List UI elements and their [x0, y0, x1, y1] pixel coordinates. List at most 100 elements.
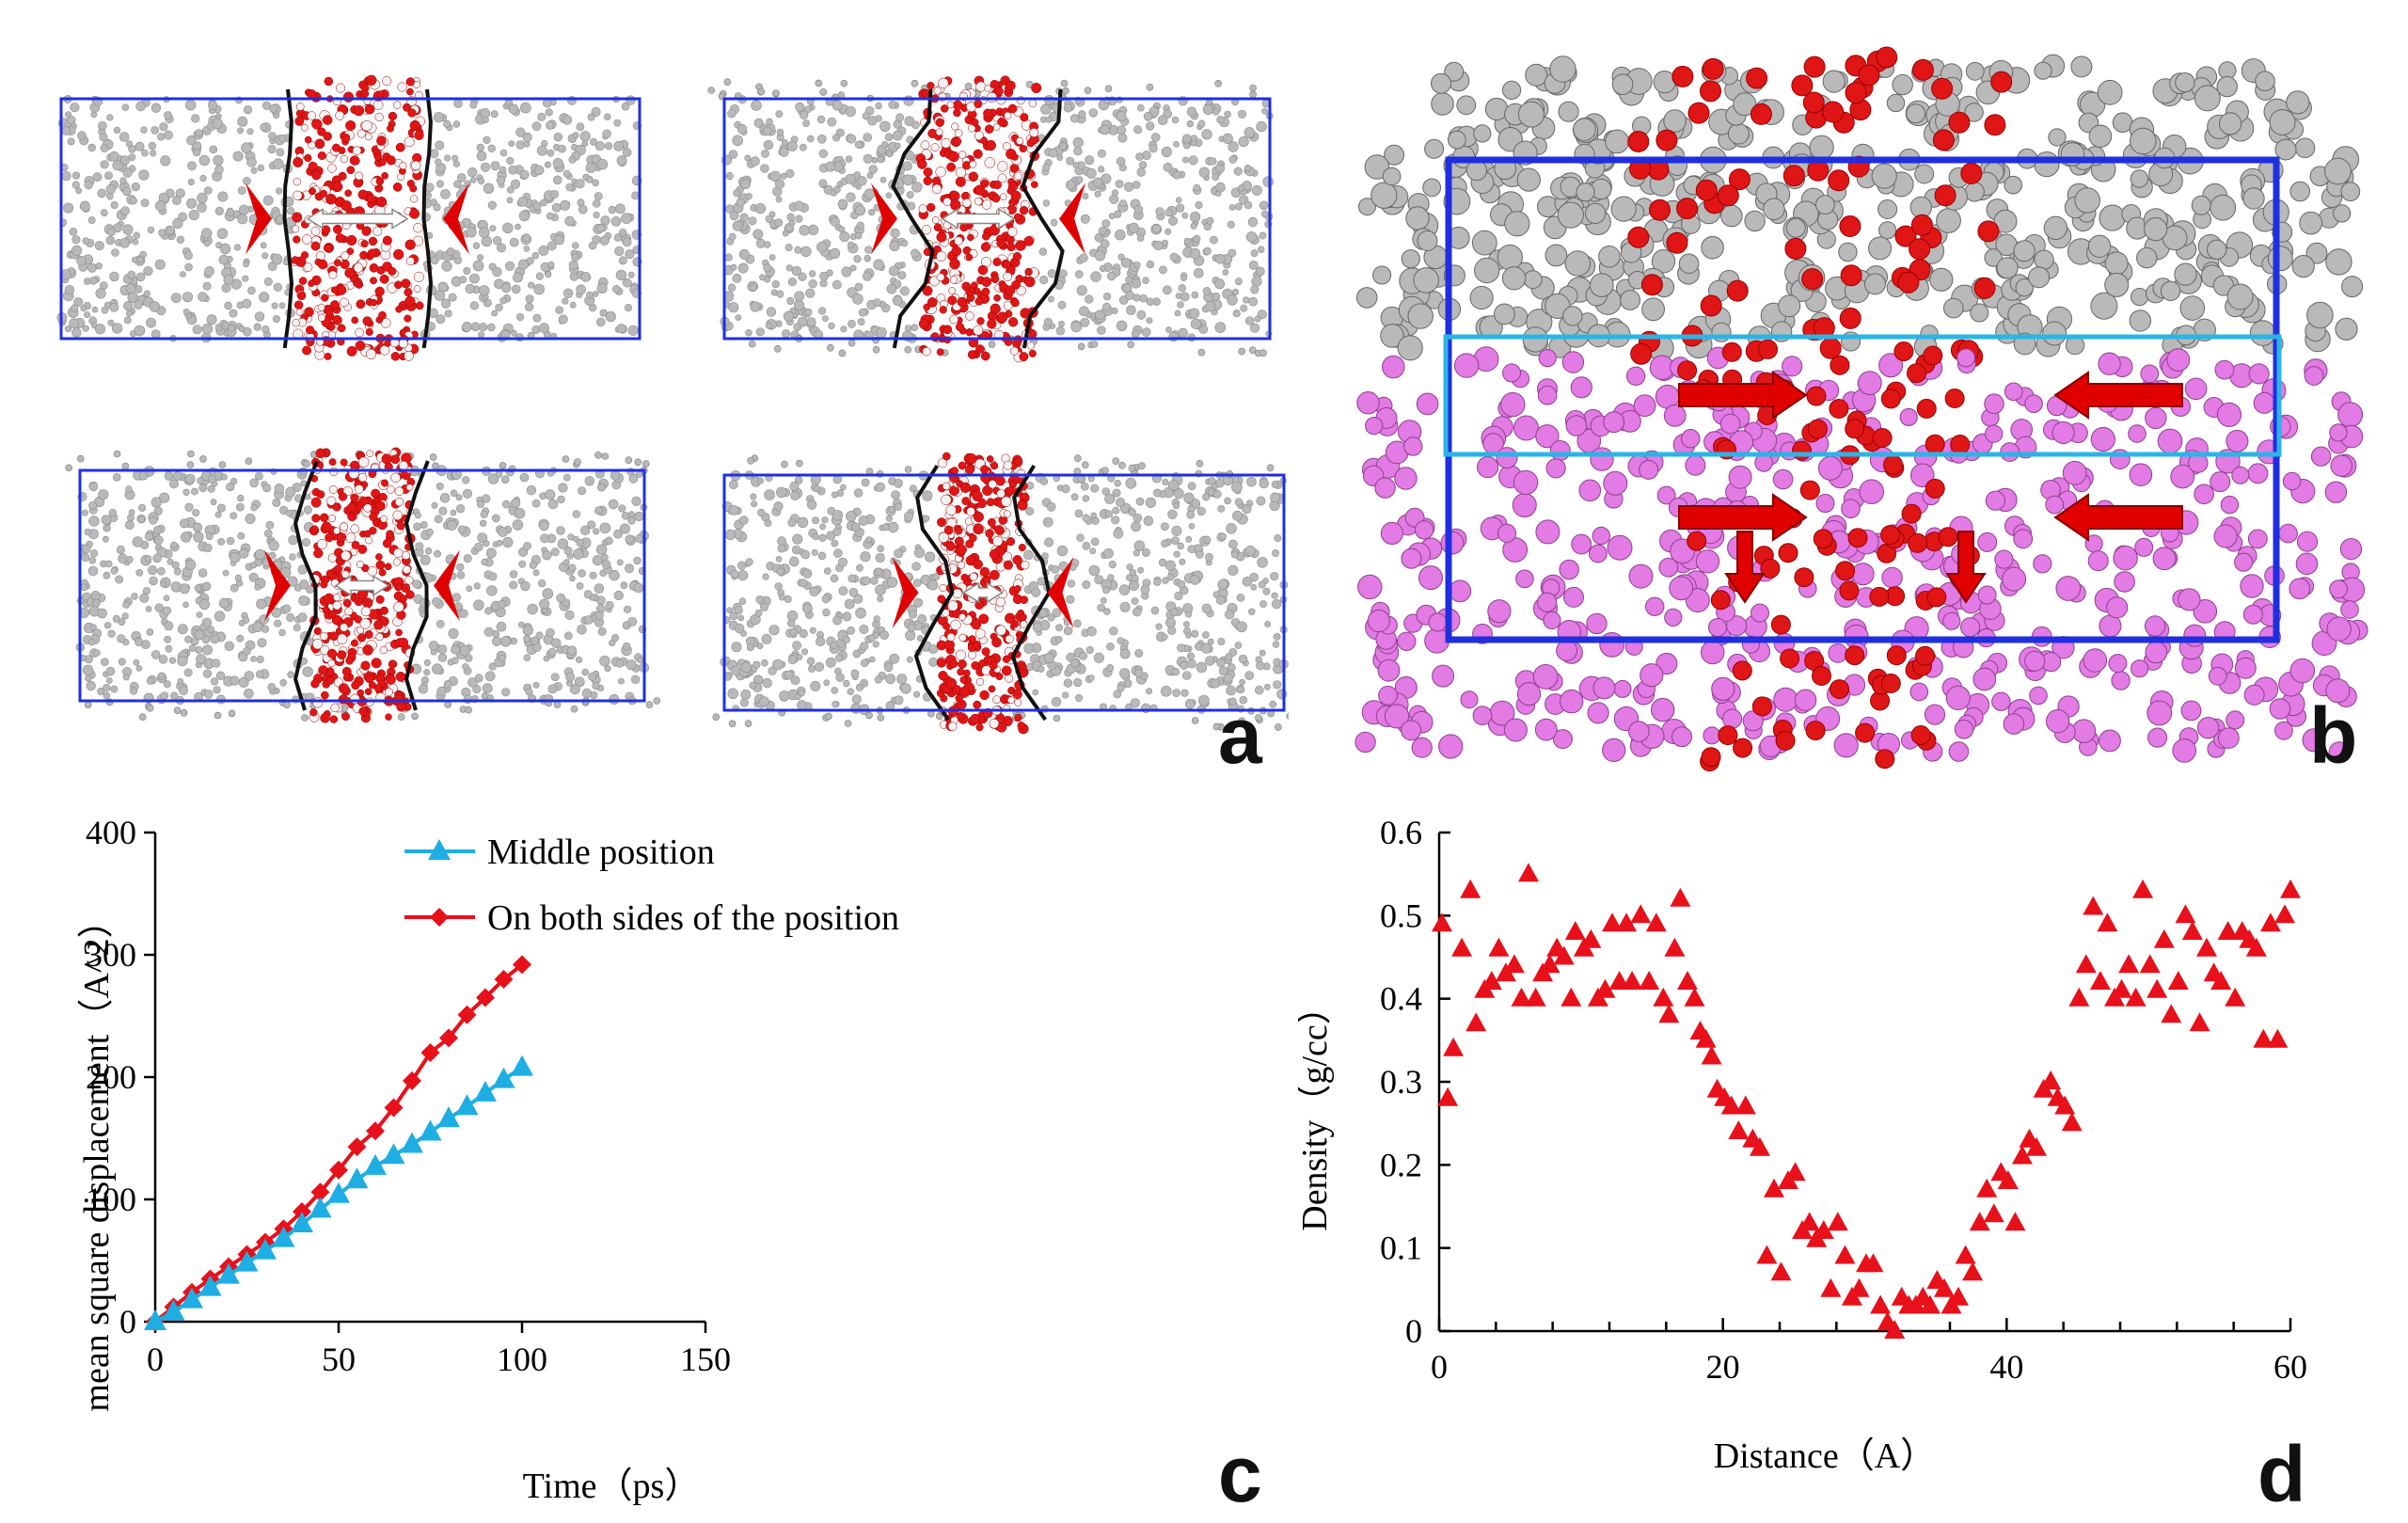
chevron-right-icon — [264, 549, 291, 622]
data-point — [1827, 1212, 1848, 1231]
data-point — [2004, 1212, 2026, 1231]
data-point — [437, 1106, 460, 1128]
data-point — [1503, 954, 1525, 974]
density-y-axis-label: Density（g/cc） — [1298, 989, 1335, 1231]
data-point — [1622, 971, 1643, 990]
data-point — [310, 1182, 330, 1202]
data-point — [1630, 904, 1652, 924]
data-point — [1695, 1028, 1717, 1048]
data-point — [1969, 1212, 1990, 1231]
data-point — [144, 1309, 166, 1330]
data-point — [309, 1197, 332, 1218]
data-point — [2161, 1004, 2182, 1023]
data-point — [1720, 1095, 1742, 1115]
data-point — [1983, 1203, 2004, 1223]
simulation-box — [78, 468, 646, 703]
x-tick-label: 150 — [680, 1341, 731, 1378]
data-point — [1664, 937, 1686, 957]
data-point — [2132, 879, 2154, 898]
snapshot-1-atoms — [56, 74, 642, 361]
data-point — [1784, 1162, 1806, 1182]
y-tick-label: 0.5 — [1380, 896, 1422, 934]
data-point — [2089, 971, 2111, 990]
interface-line-left — [913, 464, 955, 722]
data-point — [2274, 904, 2295, 924]
data-point — [1465, 1012, 1487, 1032]
data-point — [1677, 971, 1698, 990]
interface-line-right — [404, 460, 430, 711]
data-point — [364, 1153, 387, 1175]
data-point — [235, 1250, 259, 1272]
double-arrow-icon — [306, 208, 409, 230]
data-point — [492, 1067, 515, 1088]
data-point — [2210, 971, 2232, 990]
data-point — [1756, 1245, 1778, 1264]
chevron-left-icon — [443, 182, 469, 255]
interface-line-left — [293, 460, 319, 711]
data-point — [511, 1055, 533, 1076]
data-point — [2189, 1012, 2210, 1032]
panel-a-label: a — [1218, 691, 1262, 780]
data-point — [272, 1226, 295, 1247]
y-tick-label: 0.2 — [1380, 1146, 1422, 1183]
data-point — [2075, 954, 2097, 974]
data-point — [476, 988, 495, 1007]
data-point — [2111, 978, 2132, 998]
y-tick-label: 0.3 — [1380, 1063, 1422, 1101]
arrow-left-icon — [2053, 371, 2183, 420]
x-tick-label: 0 — [1431, 1348, 1448, 1386]
data-point — [420, 1043, 440, 1062]
interface-line-left — [282, 88, 294, 349]
density-x-axis-label: Distance（A） — [1714, 1436, 1936, 1476]
data-point — [419, 1119, 442, 1141]
y-tick-label: 300 — [86, 936, 136, 974]
data-point — [474, 1080, 497, 1102]
panel-b-label: b — [2309, 691, 2358, 780]
double-arrow-icon — [941, 208, 1016, 230]
double-arrow-icon — [962, 581, 1004, 604]
chevron-right-icon — [246, 182, 272, 255]
interface-atoms — [1354, 46, 2368, 772]
arrow-right-icon — [1678, 371, 1808, 420]
msd-axes: 0 100 200 300 400 0 50 100 150 — [86, 814, 731, 1378]
data-point — [1511, 987, 1532, 1007]
snapshot-4 — [712, 452, 1294, 735]
data-point — [366, 1121, 385, 1141]
legend-marker — [430, 908, 449, 927]
data-point — [403, 1071, 421, 1090]
interface-slab — [1443, 334, 2282, 457]
simulation-box — [1445, 156, 2280, 643]
legend-marker — [428, 839, 451, 860]
data-point — [2054, 1095, 2076, 1115]
data-point — [291, 1212, 313, 1232]
data-point — [382, 1143, 405, 1165]
data-point — [2167, 971, 2189, 990]
interface-line-right — [1021, 88, 1065, 349]
data-point — [1443, 1037, 1465, 1056]
panel-b — [1354, 38, 2380, 781]
data-point — [1564, 921, 1586, 940]
data-point — [1639, 971, 1660, 990]
data-point — [2181, 921, 2203, 940]
legend-label: On both sides of the position — [487, 898, 899, 938]
data-point — [347, 1137, 367, 1157]
interface-line-right — [421, 88, 434, 349]
msd-chart: 0 100 200 300 400 0 50 100 150 Middle position On… — [77, 814, 899, 1506]
data-point — [1460, 879, 1481, 898]
data-point — [1862, 1253, 1884, 1273]
data-point — [1934, 1277, 1955, 1297]
data-point — [1518, 863, 1539, 882]
data-point — [1834, 1245, 1856, 1264]
x-tick-label: 50 — [322, 1341, 356, 1378]
data-point — [2061, 1112, 2083, 1132]
data-point — [329, 1160, 348, 1180]
data-point — [1580, 928, 1602, 948]
y-tick-label: 0 — [1405, 1312, 1422, 1350]
data-point — [2068, 987, 2090, 1007]
msd-y-axis-label: mean square displacement（A^2） — [77, 902, 117, 1411]
data-point — [1749, 1136, 1770, 1156]
data-point — [1884, 1320, 1906, 1339]
snapshot-3 — [65, 447, 661, 723]
data-point — [2245, 937, 2267, 957]
data-point — [2011, 1145, 2033, 1165]
